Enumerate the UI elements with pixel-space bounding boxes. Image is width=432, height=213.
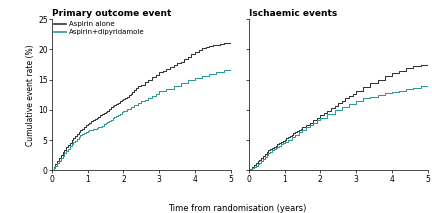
Legend: Aspirin alone, Aspirin+dipyridamole: Aspirin alone, Aspirin+dipyridamole (53, 21, 146, 36)
Text: Primary outcome event: Primary outcome event (52, 9, 171, 18)
Text: Time from randomisation (years): Time from randomisation (years) (168, 204, 307, 213)
Text: Ischaemic events: Ischaemic events (249, 9, 337, 18)
Y-axis label: Cumulative event rate (%): Cumulative event rate (%) (26, 44, 35, 146)
